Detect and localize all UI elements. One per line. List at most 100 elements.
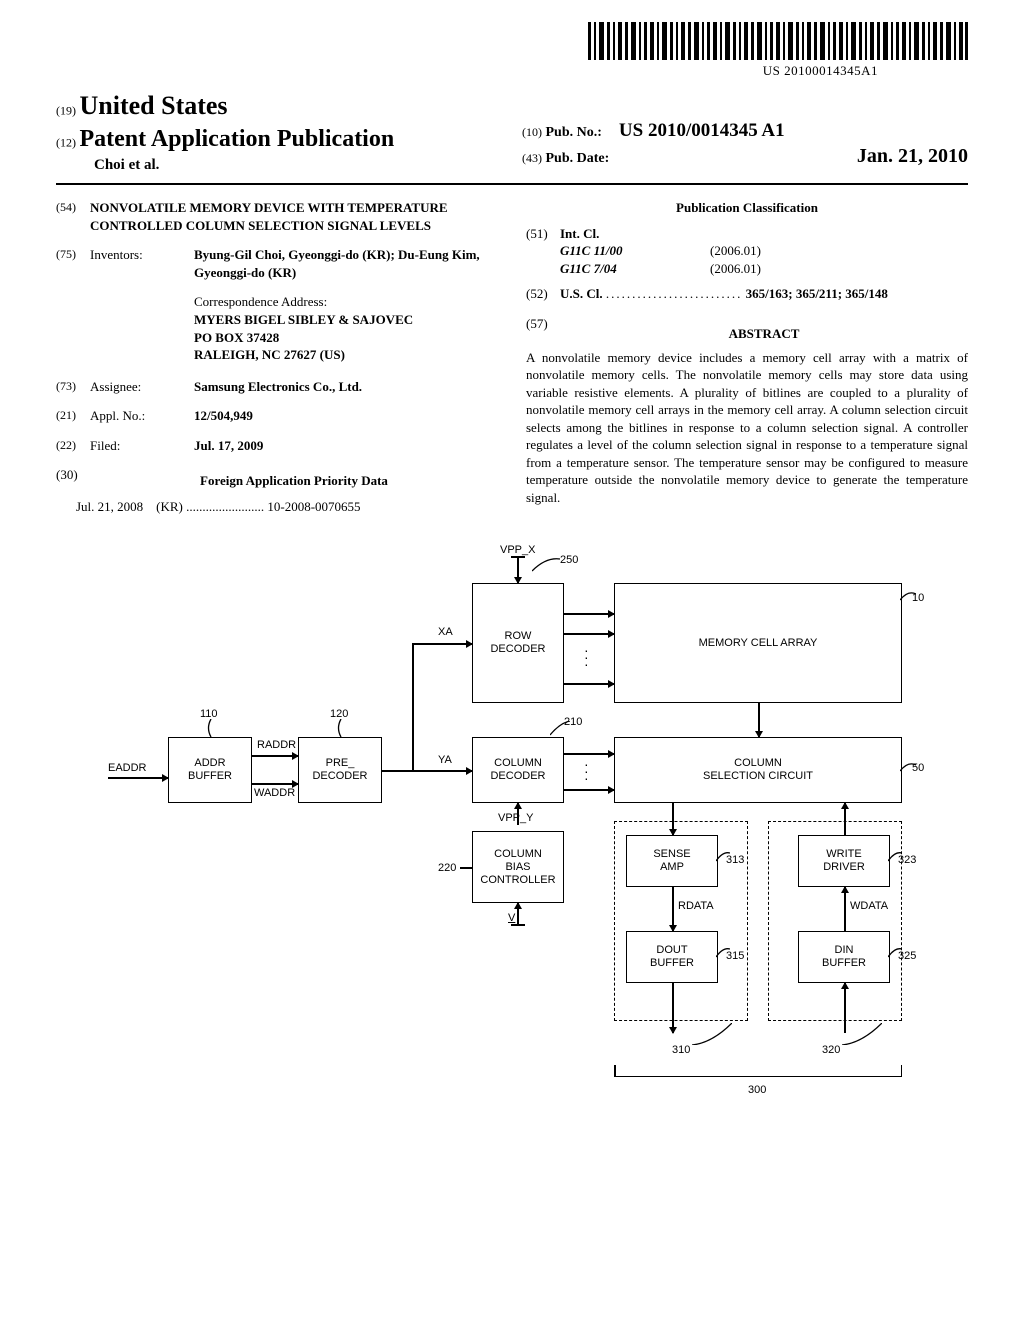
foreign-priority-line: Jul. 21, 2008 (KR) .....................… — [76, 498, 498, 516]
filed-value: Jul. 17, 2009 — [194, 437, 498, 455]
leader-icon — [532, 557, 560, 577]
barcode-icon — [588, 22, 968, 60]
code-51: (51) — [526, 225, 560, 278]
code-10: (10) — [522, 124, 542, 140]
wire — [564, 753, 614, 755]
intcl-0-code: G11C 11/00 — [560, 242, 710, 260]
ref-310: 310 — [672, 1043, 690, 1058]
wire — [382, 770, 472, 772]
code-21: (21) — [56, 407, 90, 425]
wire — [564, 789, 614, 791]
block-din-buffer: DIN BUFFER — [798, 931, 890, 983]
code-22: (22) — [56, 437, 90, 455]
corr-label: Correspondence Address: — [194, 293, 498, 311]
code-30: (30) — [56, 466, 90, 498]
code-19: (19) — [56, 103, 76, 117]
leader-icon — [336, 719, 346, 737]
abstract-text: A nonvolatile memory device includes a m… — [526, 349, 968, 507]
pub-no: US 2010/0014345 A1 — [619, 118, 785, 144]
code-52: (52) — [526, 285, 560, 303]
wire — [564, 613, 614, 615]
wire — [412, 643, 472, 645]
filed-label: Filed: — [90, 437, 194, 455]
block-col-selection: COLUMN SELECTION CIRCUIT — [614, 737, 902, 803]
wire — [412, 643, 414, 770]
intcl-1-year: (2006.01) — [710, 260, 761, 278]
abstract-head: ABSTRACT — [560, 325, 968, 343]
code-75: (75) — [56, 246, 90, 281]
leader-icon — [900, 759, 916, 773]
invention-title: NONVOLATILE MEMORY DEVICE WITH TEMPERATU… — [90, 199, 498, 234]
wire — [511, 556, 525, 558]
block-pre-decoder: PRE_ DECODER — [298, 737, 382, 803]
code-57: (57) — [526, 315, 560, 349]
wire — [252, 783, 298, 785]
block-sense-amp: SENSE AMP — [626, 835, 718, 887]
corr-line-0: MYERS BIGEL SIBLEY & SAJOVEC — [194, 312, 413, 327]
code-54: (54) — [56, 199, 90, 234]
pubno-label: Pub. No.: — [546, 124, 602, 143]
sig-eaddr: EADDR — [108, 761, 147, 776]
leader-icon — [692, 1023, 732, 1045]
assignee-value: Samsung Electronics Co., Ltd. — [194, 378, 498, 396]
leader-icon — [888, 945, 902, 959]
corr-line-2: RALEIGH, NC 27627 (US) — [194, 347, 345, 362]
foreign-priority-head: Foreign Application Priority Data — [90, 472, 498, 490]
code-12: (12) — [56, 135, 76, 149]
ref-320: 320 — [822, 1043, 840, 1058]
block-addr-buffer: ADDR BUFFER — [168, 737, 252, 803]
inventors-label: Inventors: — [90, 246, 194, 281]
authors: Choi et al. — [94, 155, 512, 175]
left-column: (54) NONVOLATILE MEMORY DEVICE WITH TEMP… — [56, 199, 498, 515]
assignee-label: Assignee: — [90, 378, 194, 396]
sig-xa: XA — [438, 625, 453, 640]
ref-220: 220 — [438, 861, 456, 876]
leader-icon — [716, 849, 730, 863]
wire — [844, 803, 846, 835]
leader-icon — [716, 945, 730, 959]
wire — [758, 703, 760, 737]
uscl-value: 365/163; 365/211; 365/148 — [746, 286, 888, 301]
sig-raddr: RADDR — [257, 738, 296, 753]
wire — [517, 803, 519, 825]
leader-icon — [206, 719, 216, 737]
ref-300: 300 — [748, 1083, 766, 1098]
vdots-icon: ··· — [584, 647, 589, 668]
wire — [511, 924, 525, 926]
intcl-1-code: G11C 7/04 — [560, 260, 710, 278]
wire — [564, 633, 614, 635]
ref-250: 250 — [560, 553, 578, 568]
wire — [672, 803, 674, 835]
wire — [108, 777, 168, 779]
leader-icon — [900, 588, 916, 602]
sig-vppy: VPP_Y — [498, 811, 533, 826]
doc-type: Patent Application Publication — [80, 126, 395, 152]
vdots-icon: ··· — [584, 761, 589, 782]
correspondence-block: Correspondence Address: MYERS BIGEL SIBL… — [194, 293, 498, 363]
leader-line — [460, 867, 472, 869]
block-col-decoder: COLUMN DECODER — [472, 737, 564, 803]
sig-wdata: WDATA — [850, 899, 888, 914]
block-col-bias: COLUMN BIAS CONTROLLER — [472, 831, 564, 903]
block-diagram: VPP_X 250 ROW DECODER MEMORY CELL ARRAY … — [102, 543, 922, 1123]
block-write-driver: WRITE DRIVER — [798, 835, 890, 887]
pub-date: Jan. 21, 2010 — [857, 143, 968, 170]
sig-waddr: WADDR — [254, 786, 295, 801]
intcl-label: Int. Cl. — [560, 226, 599, 241]
intcl-0-year: (2006.01) — [710, 242, 761, 260]
corr-line-1: PO BOX 37428 — [194, 330, 279, 345]
pub-class-head: Publication Classification — [526, 199, 968, 217]
block-row-decoder: ROW DECODER — [472, 583, 564, 703]
leader-icon — [550, 721, 570, 737]
country: United States — [80, 91, 228, 120]
sig-ya: YA — [438, 753, 452, 768]
sig-rdata: RDATA — [678, 899, 714, 914]
block-dout-buffer: DOUT BUFFER — [626, 931, 718, 983]
barcode-region: US 20100014345A1 — [56, 22, 968, 80]
pubdate-label: Pub. Date: — [546, 150, 610, 169]
wire — [672, 887, 674, 931]
leader-icon — [842, 1023, 882, 1045]
applno-label: Appl. No.: — [90, 407, 194, 425]
wire — [844, 887, 846, 931]
code-73: (73) — [56, 378, 90, 396]
